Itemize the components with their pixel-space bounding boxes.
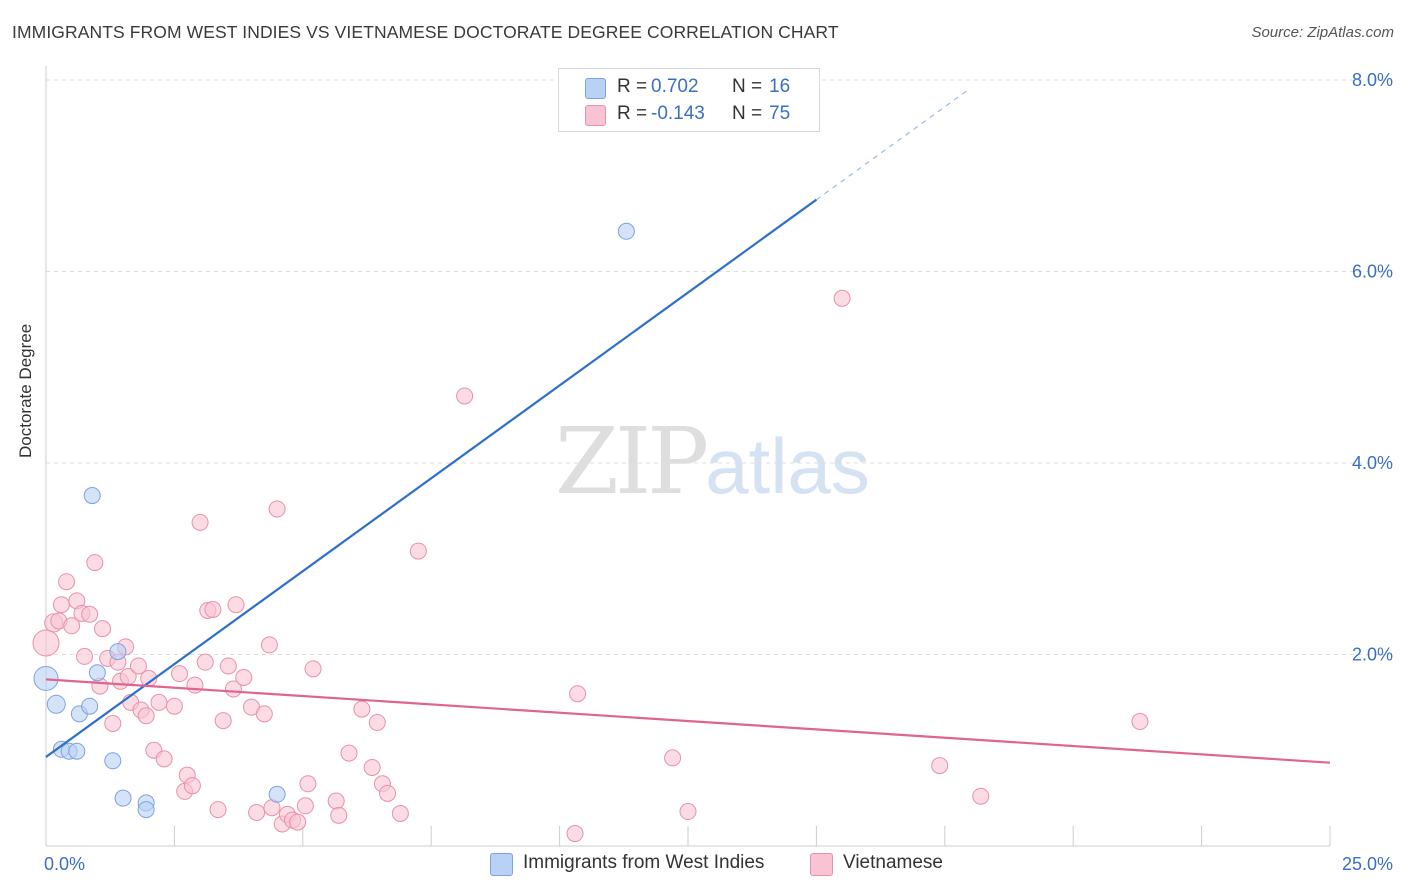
r-value: 0.702 (651, 76, 699, 97)
y-axis-label: Doctorate Degree (16, 323, 35, 458)
blue-point (109, 643, 127, 661)
pink-point (340, 744, 358, 762)
trendline-west-indies (45, 198, 818, 758)
trendline-west-indies-extension (816, 87, 971, 201)
pink-point (391, 804, 409, 822)
pink-point (456, 387, 474, 405)
blue-point (81, 697, 99, 715)
pink-point (186, 676, 204, 694)
blue-point (104, 752, 122, 770)
source-credit: Source: ZipAtlas.com (1251, 24, 1394, 41)
pink-point (268, 500, 286, 518)
n-value: 75 (769, 103, 791, 124)
blue-point (33, 665, 59, 691)
legend-label: Vietnamese (843, 852, 943, 873)
pink-point (214, 712, 232, 730)
pink-point (104, 714, 122, 732)
pink-point (150, 693, 168, 711)
blue-swatch (585, 78, 606, 99)
pink-point (224, 680, 242, 698)
pink-point (289, 813, 307, 831)
r-label: R = (617, 76, 648, 97)
pink-point (248, 803, 266, 821)
pink-point (32, 629, 60, 657)
blue-swatch (490, 853, 513, 876)
series-west-indies (33, 222, 635, 819)
pink-point (86, 554, 104, 572)
blue-point (68, 742, 86, 760)
blue-point (268, 785, 286, 803)
watermark-zip: ZIP (555, 408, 709, 515)
pink-point (296, 797, 314, 815)
pink-point (165, 697, 183, 715)
pink-point (155, 750, 173, 768)
x-tick-label: 25.0% (1342, 854, 1393, 874)
x-tick-label: 0.0% (44, 854, 85, 874)
pink-point (196, 653, 214, 671)
pink-point (171, 665, 189, 683)
pink-point (931, 757, 949, 775)
pink-point (227, 596, 245, 614)
pink-point (209, 801, 227, 819)
blue-point (88, 664, 106, 682)
pink-swatch (585, 105, 606, 126)
blue-point (137, 801, 155, 819)
pink-point (379, 784, 397, 802)
pink-point (833, 289, 851, 307)
pink-point (569, 685, 587, 703)
watermark-atlas: atlas (705, 422, 870, 510)
pink-point (76, 647, 94, 665)
watermark: ZIPatlas (555, 408, 870, 515)
pink-point (327, 792, 345, 810)
r-value: -0.143 (651, 103, 705, 124)
pink-point (1131, 713, 1149, 731)
pink-point (129, 657, 147, 675)
r-label: R = (617, 103, 648, 124)
pink-point (204, 600, 222, 618)
pink-point (299, 775, 317, 793)
pink-point (409, 542, 427, 560)
pink-point (330, 806, 348, 824)
n-label: N = (732, 76, 763, 97)
pink-point (363, 758, 381, 776)
y-tick-label: 2.0% (1352, 645, 1393, 665)
trendline-vietnamese (45, 678, 1331, 764)
series-vietnamese (32, 289, 1149, 843)
pink-point (972, 787, 990, 805)
blue-point (114, 789, 132, 807)
y-tick-label: 8.0% (1352, 70, 1393, 90)
blue-point (617, 222, 635, 240)
legend-label: Immigrants from West Indies (523, 852, 765, 873)
pink-point (353, 700, 371, 718)
pink-point (566, 825, 584, 843)
pink-point (235, 668, 253, 686)
pink-point (81, 605, 99, 623)
pink-point (52, 596, 70, 614)
y-tick-label: 4.0% (1352, 453, 1393, 473)
n-label: N = (732, 103, 763, 124)
correlation-legend: R = 0.702 N = 16 R = -0.143 N = 75 (558, 68, 820, 132)
pink-point (63, 617, 81, 635)
pink-swatch (810, 853, 833, 876)
pink-point (255, 705, 273, 723)
pink-point (304, 660, 322, 678)
chart-title: IMMIGRANTS FROM WEST INDIES VS VIETNAMES… (12, 22, 839, 42)
blue-point (46, 694, 66, 714)
pink-point (219, 657, 237, 675)
pink-point (664, 749, 682, 767)
n-value: 16 (769, 76, 791, 97)
pink-point (137, 707, 155, 725)
pink-point (368, 713, 386, 731)
pink-point (679, 803, 697, 821)
pink-point (183, 777, 201, 795)
pink-point (191, 513, 209, 531)
y-tick-label: 6.0% (1352, 262, 1393, 282)
blue-point (83, 487, 101, 505)
pink-point (260, 636, 278, 654)
pink-point (58, 573, 76, 591)
pink-point (93, 620, 111, 638)
